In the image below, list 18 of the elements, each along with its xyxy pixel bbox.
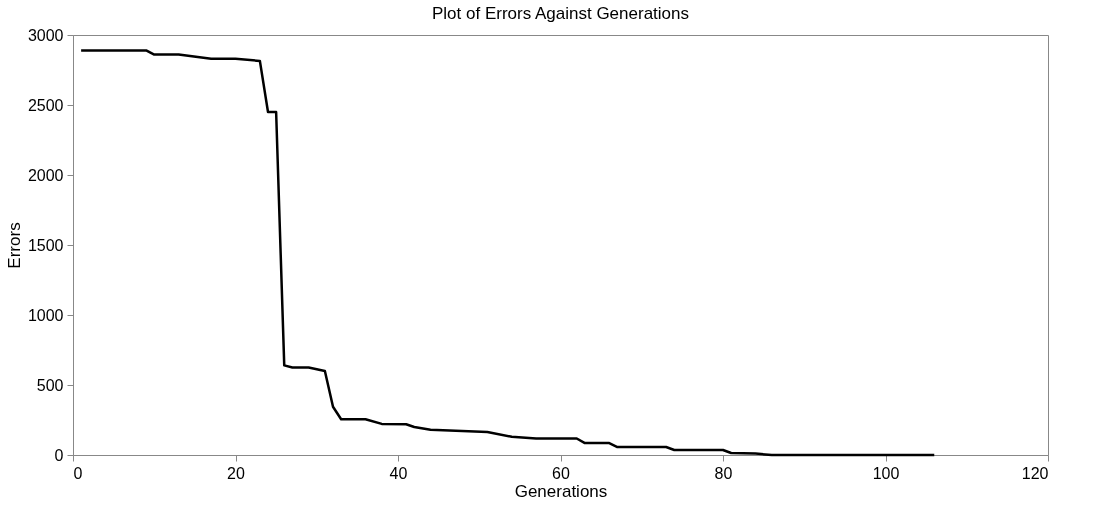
x-tick-label: 40 [389, 464, 408, 482]
y-tick-label: 0 [54, 446, 64, 464]
x-tick-label: 0 [73, 464, 83, 482]
x-tick-label: 80 [714, 464, 733, 482]
y-tick-label: 3000 [27, 26, 64, 44]
y-tick-label: 500 [36, 376, 64, 394]
x-axis-title: Generations [514, 481, 608, 501]
x-tick-label: 60 [552, 464, 570, 482]
y-tick-label: 1000 [27, 306, 64, 324]
line-series [79, 49, 936, 457]
x-tick-label: 100 [872, 464, 900, 482]
chart-title: Plot of Errors Against Generations [431, 4, 690, 23]
y-axis-title: Errors [4, 222, 24, 269]
x-tick-label: 20 [227, 464, 245, 482]
x-tick-label: 120 [1021, 464, 1049, 482]
y-tick-label: 2500 [27, 96, 64, 114]
y-tick-label: 1500 [27, 236, 64, 254]
y-tick-label: 2000 [27, 166, 64, 184]
